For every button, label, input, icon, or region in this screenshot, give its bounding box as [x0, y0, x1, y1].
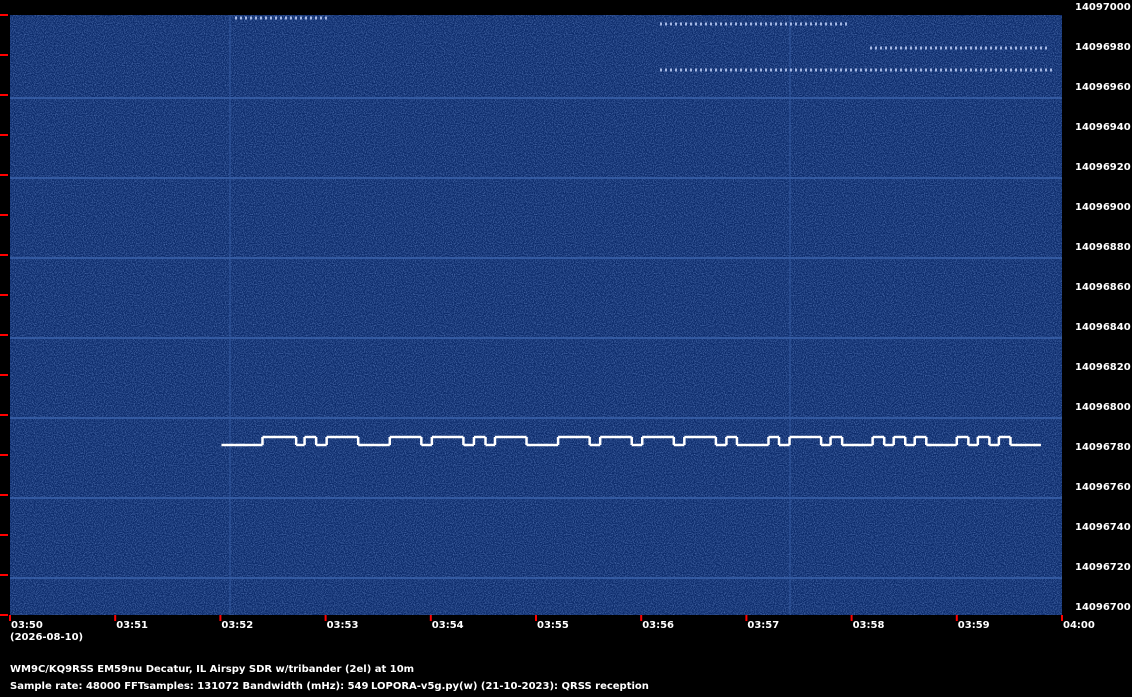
- x-tick-label: 03:52: [221, 620, 253, 631]
- y-tick-label: 14096880: [1075, 242, 1131, 253]
- x-tick-label: 03:56: [642, 620, 674, 631]
- date-label: (2026-08-10): [10, 632, 83, 643]
- x-tick-label: 04:00: [1063, 620, 1095, 631]
- x-tick-label: 03:53: [327, 620, 359, 631]
- y-tick-label: 14096860: [1075, 282, 1131, 293]
- x-tick-label: 03:57: [747, 620, 779, 631]
- interference: [235, 16, 1055, 72]
- title: WM9C/KQ9RSS EM59nu Decatur, IL Airspy SD…: [10, 664, 414, 675]
- y-tick-label: 14096740: [1075, 522, 1131, 533]
- x-tick-label: 03:50: [11, 620, 43, 631]
- y-tick-label: 14096760: [1075, 482, 1131, 493]
- y-tick-label: 14096720: [1075, 562, 1131, 573]
- y-tick-label: 14097000: [1075, 2, 1131, 13]
- x-tick-label: 03:51: [116, 620, 148, 631]
- x-tick-label: 03:59: [958, 620, 990, 631]
- x-tick-label: 03:58: [853, 620, 885, 631]
- y-tick-label: 14096920: [1075, 162, 1131, 173]
- y-tick-label: 14096820: [1075, 362, 1131, 373]
- y-tick-label: 14096980: [1075, 42, 1131, 53]
- y-tick-label: 14096840: [1075, 322, 1131, 333]
- y-tick-label: 14096960: [1075, 82, 1131, 93]
- info: Sample rate: 48000 FFTsamples: 131072 Ba…: [10, 681, 369, 692]
- y-tick-label: 14096900: [1075, 202, 1131, 213]
- y-tick-label: 14096940: [1075, 122, 1131, 133]
- y-tick-label: 14096800: [1075, 402, 1131, 413]
- spurs: [10, 15, 1062, 615]
- y-tick-label: 14096780: [1075, 442, 1131, 453]
- x-tick-label: 03:55: [537, 620, 569, 631]
- y-tick-label: 14096700: [1075, 602, 1131, 613]
- x-tick-label: 03:54: [432, 620, 464, 631]
- noise: [10, 15, 1062, 615]
- software: LOPORA-v5g.py(w) (21-10-2023): QRSS rece…: [371, 681, 649, 692]
